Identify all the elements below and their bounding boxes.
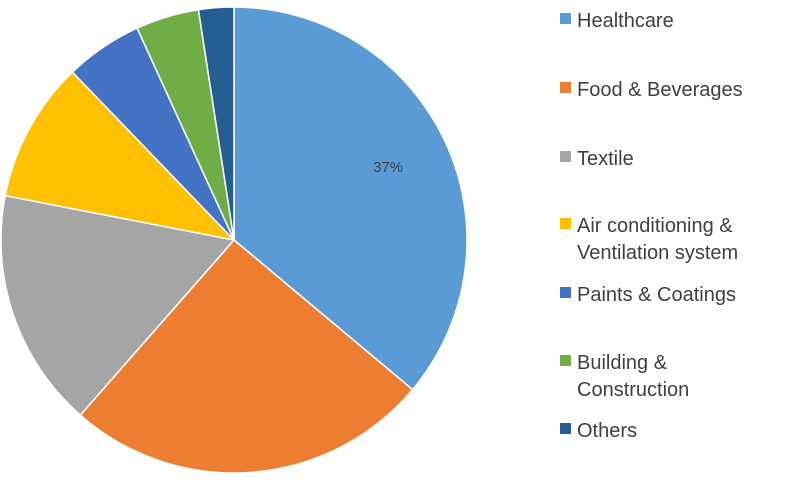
legend-swatch <box>560 287 571 298</box>
pie-slice-3 <box>0 194 236 417</box>
legend-swatch <box>560 13 571 24</box>
pie-slice-1 <box>233 6 468 391</box>
legend-label: Textile <box>577 148 634 170</box>
legend-swatch <box>560 355 571 366</box>
legend-label: Paints & Coatings <box>577 284 736 306</box>
legend-item-4: Air conditioning & Ventilation system <box>560 213 738 267</box>
legend-label: Others <box>577 420 638 442</box>
legend-label: Healthcare <box>577 10 674 32</box>
pie-slice-4 <box>4 71 237 242</box>
legend-swatch <box>560 151 571 162</box>
pie-slice-7 <box>197 6 235 241</box>
legend-item-5: Paints & Coatings <box>560 282 736 309</box>
legend-item-6: Building & Construction <box>560 350 689 404</box>
legend-swatch <box>560 218 571 229</box>
legend-label: Air conditioning & Ventilation system <box>577 215 739 264</box>
legend-item-3: Textile <box>560 146 634 173</box>
legend-item-2: Food & Beverages <box>560 77 743 104</box>
pie-slice-2 <box>79 238 414 474</box>
legend-item-7: Others <box>560 418 637 445</box>
legend-swatch <box>560 82 571 93</box>
legend: Healthcare Food & Beverages Textile Air con… <box>560 0 795 482</box>
pie-chart: 37% <box>0 6 468 474</box>
legend-item-1: Healthcare <box>560 8 674 35</box>
data-label-1: 37% <box>373 159 403 176</box>
legend-label: Building & Construction <box>577 352 690 401</box>
legend-swatch <box>560 423 571 434</box>
legend-label: Food & Beverages <box>577 79 743 101</box>
